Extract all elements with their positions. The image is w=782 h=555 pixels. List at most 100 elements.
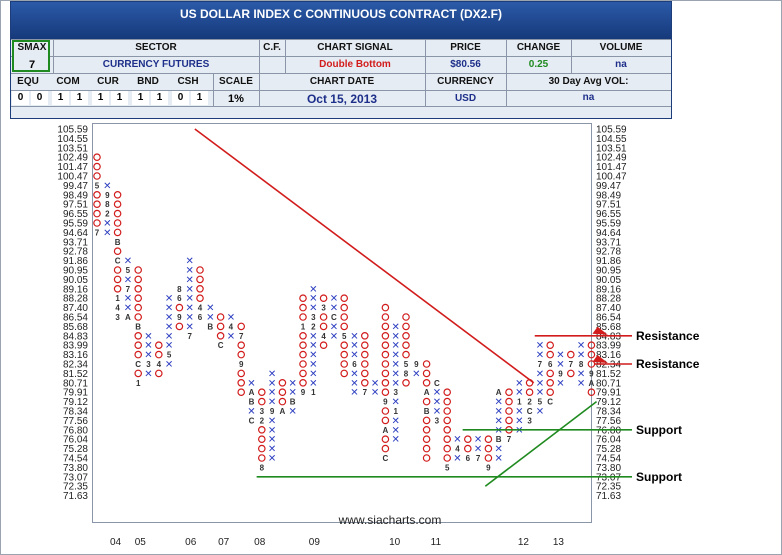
o-box xyxy=(175,322,184,331)
header-divider xyxy=(259,39,260,106)
x-box: ✕ xyxy=(392,435,400,446)
month-marker: 3 xyxy=(260,407,265,416)
o-box xyxy=(381,416,390,425)
y-tick-label-left: 72.35 xyxy=(63,482,88,493)
y-tick-label-right: 80.71 xyxy=(596,378,621,389)
o-box xyxy=(278,378,287,387)
o-box xyxy=(381,313,390,321)
x-box: ✕ xyxy=(165,303,173,314)
signal-arrow xyxy=(592,355,608,363)
x-box: ✕ xyxy=(515,407,523,418)
x-box: ✕ xyxy=(309,360,317,371)
o-box xyxy=(443,425,452,434)
o-box xyxy=(381,350,390,359)
x-box: ✕ xyxy=(247,407,255,418)
y-tick-label-right: 82.34 xyxy=(596,360,621,371)
o-box xyxy=(93,209,101,218)
month-marker: 6 xyxy=(548,360,553,369)
x-box: ✕ xyxy=(536,341,544,352)
x-tick-label: 05 xyxy=(135,537,147,548)
level-lines: Resistance Resistance Support Support xyxy=(256,326,700,484)
o-box xyxy=(93,200,101,209)
y-tick-label-right: 83.16 xyxy=(596,350,621,361)
o-box xyxy=(134,266,143,274)
x-box: ✕ xyxy=(124,275,132,286)
chart-date-value: Oct 15, 2013 xyxy=(306,92,378,106)
x-box: ✕ xyxy=(186,256,194,267)
o-box xyxy=(257,444,266,453)
y-tick-label-right: 74.54 xyxy=(596,454,621,465)
x-tick-label: 13 xyxy=(553,537,565,548)
o-box xyxy=(257,425,266,434)
y-tick-label-right: 91.86 xyxy=(596,256,621,267)
y-tick-label-left: 75.28 xyxy=(63,444,88,455)
x-box: ✕ xyxy=(268,435,276,446)
month-marker: A xyxy=(496,388,502,397)
y-tick-label-left: 99.47 xyxy=(63,181,88,192)
y-tick-label-right: 101.47 xyxy=(596,162,627,173)
x-tick-label: 10 xyxy=(389,537,401,548)
y-tick-label-left: 89.16 xyxy=(63,284,88,295)
y-tick-label-right: 97.51 xyxy=(596,200,621,211)
o-box xyxy=(443,444,452,453)
o-box xyxy=(175,303,184,312)
chart-signal-label: CHART SIGNAL xyxy=(317,42,393,53)
o-box xyxy=(155,369,163,378)
bnd-label: BND xyxy=(137,76,159,87)
month-marker: 1 xyxy=(136,379,141,388)
x-box: ✕ xyxy=(495,407,503,418)
o-box xyxy=(443,388,452,397)
x-box: ✕ xyxy=(309,341,317,352)
month-marker: 8 xyxy=(177,285,182,294)
o-box xyxy=(113,219,122,227)
volume-value: na xyxy=(615,59,627,70)
o-box xyxy=(402,350,410,359)
currency-label: CURRENCY xyxy=(437,76,494,87)
header-divider xyxy=(53,39,54,73)
chart-signal-value: Double Bottom xyxy=(319,59,391,70)
y-tick-label-right: 81.52 xyxy=(596,369,621,380)
month-marker: C xyxy=(115,257,121,266)
o-box xyxy=(422,416,431,425)
o-box xyxy=(237,350,246,359)
o-box xyxy=(134,313,143,321)
o-box xyxy=(381,407,390,415)
o-box xyxy=(484,454,493,462)
month-marker: 5 xyxy=(538,398,543,407)
y-tick-label-right: 89.16 xyxy=(596,284,621,295)
month-marker: B xyxy=(135,322,141,331)
o-box xyxy=(381,360,390,368)
o-box xyxy=(93,162,101,171)
month-marker: 4 xyxy=(229,322,234,331)
x-box: ✕ xyxy=(350,350,358,361)
x-box: ✕ xyxy=(309,350,317,361)
cur-cell: 1 xyxy=(92,91,109,105)
y-tick-label-left: 87.40 xyxy=(63,303,88,314)
o-box xyxy=(402,341,410,350)
o-box xyxy=(216,313,225,321)
o-box xyxy=(360,350,369,359)
o-box xyxy=(381,378,390,387)
plot-area xyxy=(92,123,592,523)
header-divider xyxy=(11,90,671,91)
month-marker: 5 xyxy=(404,360,409,369)
o-box xyxy=(134,369,143,378)
x-box: ✕ xyxy=(556,378,564,389)
x-box: ✕ xyxy=(186,322,194,333)
o-box xyxy=(402,313,410,321)
smax-highlight xyxy=(12,40,50,72)
o-box xyxy=(381,331,390,340)
o-box xyxy=(134,341,143,350)
change-value: 0.25 xyxy=(528,59,549,70)
y-tick-label-right: 79.12 xyxy=(596,397,621,408)
x-box: ✕ xyxy=(124,294,132,305)
x-box: ✕ xyxy=(515,416,523,427)
x-box: ✕ xyxy=(227,331,235,342)
y-tick-label-left: 73.07 xyxy=(63,472,88,483)
x-box: ✕ xyxy=(124,256,132,267)
month-marker: 3 xyxy=(393,388,398,397)
x-box: ✕ xyxy=(165,322,173,333)
month-marker: 7 xyxy=(95,228,100,237)
month-marker: B xyxy=(115,238,121,247)
x-box: ✕ xyxy=(309,378,317,389)
